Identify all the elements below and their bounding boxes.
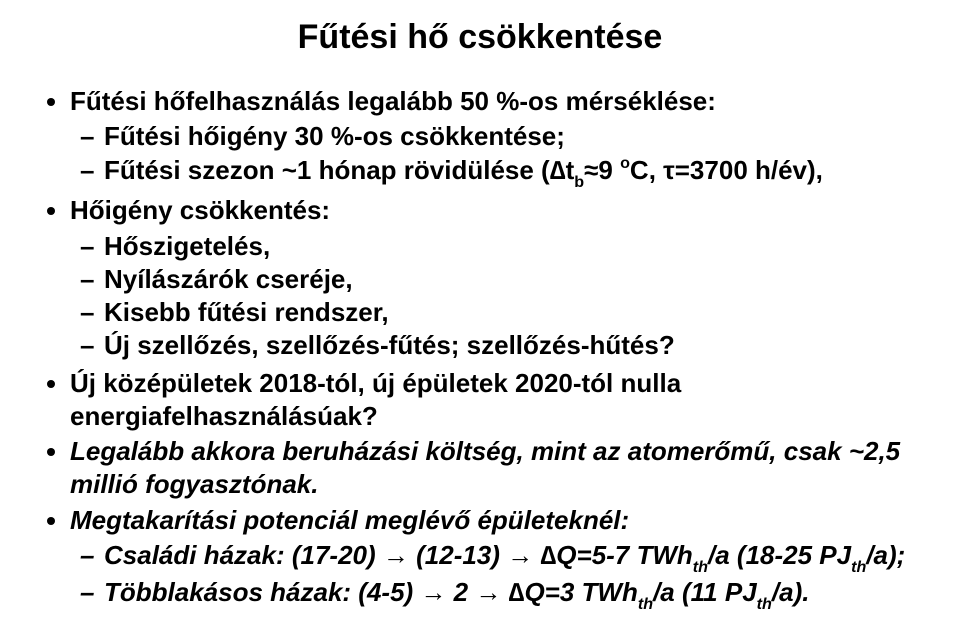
b5s1-pre: Családi házak: (17-20) → (12-13) → ∆Q=5-… xyxy=(104,540,693,570)
b5s1-sub2: th xyxy=(851,558,866,576)
bullet-3: Új középületek 2018-tól, új épületek 202… xyxy=(70,367,920,434)
bullet-5: Megtakarítási potenciál meglévő épületek… xyxy=(70,504,920,613)
bullet-5-text: Megtakarítási potenciál meglévő épületek… xyxy=(70,505,629,535)
b5s1-post: /a); xyxy=(866,540,905,570)
slide: Fűtési hő csökkentése Fűtési hőfelhaszná… xyxy=(0,0,960,618)
b1s2-sub: b xyxy=(574,173,584,191)
b5s2-sub1: th xyxy=(638,595,653,613)
bullet-4: Legalább akkora beruházási költség, mint… xyxy=(70,435,920,502)
bullet-2-sub-4: Új szellőzés, szellőzés-fűtés; szellőzés… xyxy=(104,329,920,362)
b5s2-mid: /a (11 PJ xyxy=(653,577,757,607)
b5s2-sub2: th xyxy=(757,595,772,613)
b5s1-sub1: th xyxy=(693,558,708,576)
bullet-2-sub-1: Hőszigetelés, xyxy=(104,230,920,263)
b5s1-mid: /a (18-25 PJ xyxy=(708,540,851,570)
b1s2-post: C, τ=3700 h/év), xyxy=(630,155,823,185)
bullet-1-text: Fűtési hőfelhasználás legalább 50 %-os m… xyxy=(70,86,716,116)
bullet-5-sub-1: Családi házak: (17-20) → (12-13) → ∆Q=5-… xyxy=(104,539,920,576)
bullet-2-sub-3: Kisebb fűtési rendszer, xyxy=(104,296,920,329)
b1s2-mid: ≈9 xyxy=(584,155,620,185)
bullet-5-sublist: Családi házak: (17-20) → (12-13) → ∆Q=5-… xyxy=(70,539,920,613)
bullet-2-sub-2: Nyílászárók cseréje, xyxy=(104,263,920,296)
bullet-2-text: Hőigény csökkentés: xyxy=(70,195,330,225)
bullet-2: Hőigény csökkentés: Hőszigetelés, Nyílás… xyxy=(70,194,920,362)
b1s2-pre: Fűtési szezon ~1 hónap rövidülése (∆t xyxy=(104,155,574,185)
bullet-1: Fűtési hőfelhasználás legalább 50 %-os m… xyxy=(70,85,920,190)
bullet-1-sub-2: Fűtési szezon ~1 hónap rövidülése (∆tb≈9… xyxy=(104,154,920,191)
slide-title: Fűtési hő csökkentése xyxy=(40,18,920,57)
b1s2-sup: o xyxy=(620,154,630,172)
bullet-2-sublist: Hőszigetelés, Nyílászárók cseréje, Kiseb… xyxy=(70,230,920,363)
b5s2-post: /a). xyxy=(772,577,810,607)
bullet-list: Fűtési hőfelhasználás legalább 50 %-os m… xyxy=(40,85,920,613)
bullet-1-sublist: Fűtési hőigény 30 %-os csökkentése; Fűté… xyxy=(70,120,920,190)
b5s2-pre: Többlakásos házak: (4-5) → 2 → ∆Q=3 TWh xyxy=(104,577,638,607)
bullet-1-sub-1: Fűtési hőigény 30 %-os csökkentése; xyxy=(104,120,920,153)
bullet-5-sub-2: Többlakásos házak: (4-5) → 2 → ∆Q=3 TWht… xyxy=(104,576,920,613)
